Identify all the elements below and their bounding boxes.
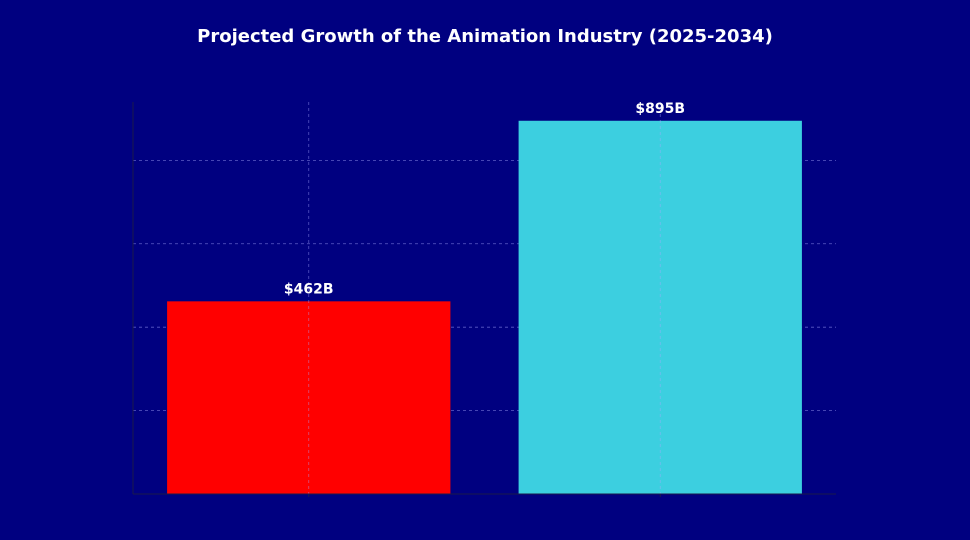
data-labels-layer: $462B $895B: [284, 101, 685, 298]
data-label-2025: $462B: [284, 281, 334, 297]
chart-title: Projected Growth of the Animation Indust…: [197, 26, 773, 47]
bars-layer: [167, 120, 802, 494]
data-label-2034: $895B: [635, 101, 685, 117]
vertical-grid-layer: [308, 102, 661, 494]
axes-layer: [132, 102, 836, 497]
